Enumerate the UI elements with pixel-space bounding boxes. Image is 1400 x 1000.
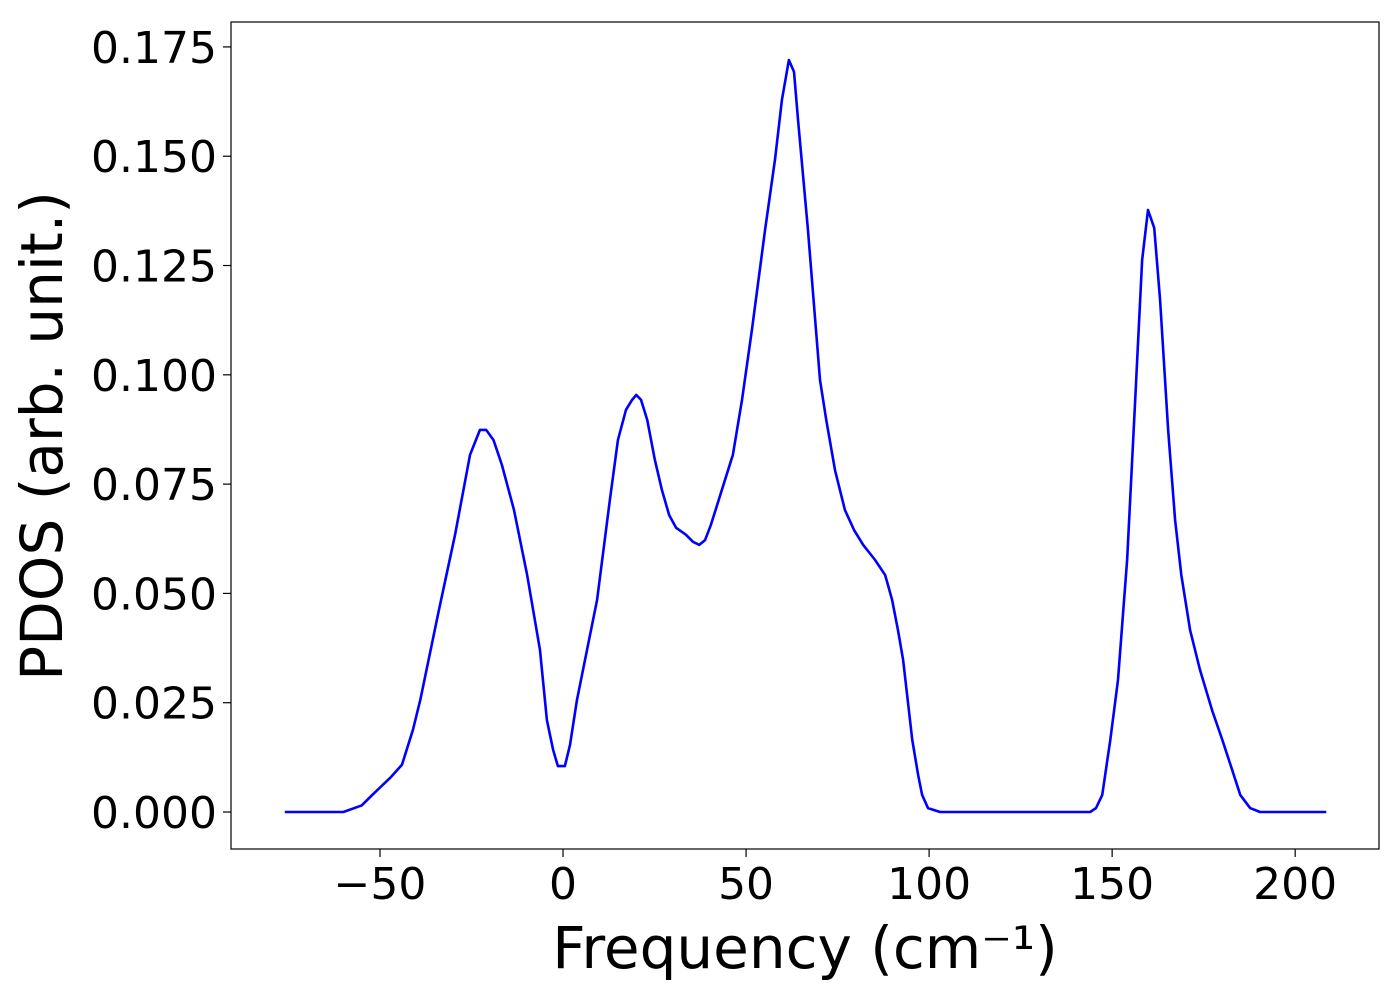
y-tick-label: 0.150 bbox=[91, 132, 217, 183]
x-tick-label: 150 bbox=[1070, 859, 1154, 910]
x-tick-label: 200 bbox=[1253, 859, 1337, 910]
data-line bbox=[284, 58, 1327, 814]
y-tick-label: 0.075 bbox=[91, 460, 217, 511]
y-tick-label: 0.000 bbox=[91, 788, 217, 839]
x-tick-label: −50 bbox=[334, 859, 427, 910]
x-tick-label: 0 bbox=[549, 859, 577, 910]
x-tick-label: 50 bbox=[718, 859, 774, 910]
plot-frame bbox=[230, 21, 1380, 850]
y-tick-label: 0.050 bbox=[91, 569, 217, 620]
x-tick-label: 100 bbox=[887, 859, 971, 910]
y-axis-label: PDOS (arb. unit.) bbox=[8, 191, 76, 681]
x-axis-label: Frequency (cm⁻¹) bbox=[552, 914, 1058, 982]
y-tick-label: 0.100 bbox=[91, 351, 217, 402]
y-tick-label: 0.125 bbox=[91, 242, 217, 293]
y-tick-label: 0.175 bbox=[91, 23, 217, 74]
y-tick-label: 0.025 bbox=[91, 679, 217, 730]
